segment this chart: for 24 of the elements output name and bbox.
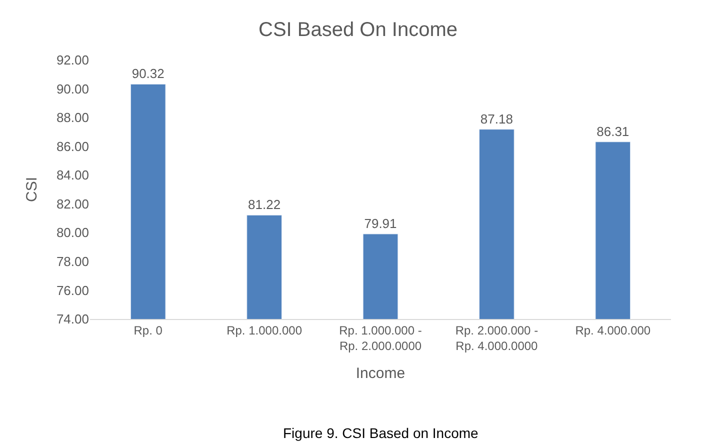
- y-tick-label: 80.00: [56, 225, 89, 240]
- y-tick-label: 92.00: [56, 52, 89, 68]
- y-tick-label: 88.00: [56, 110, 89, 126]
- x-tick-label: Rp. 0: [134, 323, 163, 338]
- x-tick-label: Rp. 2.000.000 - Rp. 4.000.0000: [455, 323, 538, 353]
- y-tick-label: 90.00: [56, 81, 89, 96]
- x-tick-label: Rp. 1.000.000 - Rp. 2.000.0000: [339, 323, 422, 353]
- x-tick-label: Rp. 1.000.000: [226, 323, 302, 338]
- data-label: 90.32: [132, 66, 164, 82]
- x-axis-title: Income: [356, 365, 406, 382]
- y-tick-label: 86.00: [56, 138, 89, 154]
- x-tick-label: Rp. 4.000.000: [575, 323, 651, 338]
- y-tick-label: 78.00: [56, 254, 89, 269]
- y-tick-label: 84.00: [56, 168, 89, 183]
- data-label: 79.91: [364, 216, 397, 231]
- data-label: 87.18: [480, 111, 513, 126]
- y-axis-title: CSI: [24, 176, 41, 202]
- caption: Figure 9. CSI Based on Income: [283, 425, 479, 441]
- data-label: 81.22: [248, 197, 281, 212]
- y-tick-label: 76.00: [56, 282, 89, 298]
- data-label: 86.31: [596, 124, 630, 139]
- y-tick-label: 82.00: [56, 196, 89, 212]
- chart-title: CSI Based On Income: [258, 19, 458, 42]
- y-tick-label: 74.00: [56, 312, 89, 327]
